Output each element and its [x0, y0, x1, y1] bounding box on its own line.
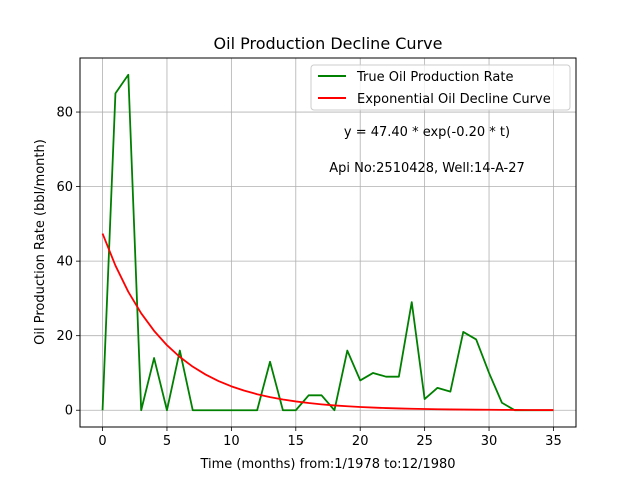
plot-frame: [79, 57, 577, 428]
y-axis-label: Oil Production Rate (bbl/month): [33, 139, 48, 345]
legend-label-exponential-curve: Exponential Oil Decline Curve: [357, 92, 551, 107]
x-tick-label: 20: [352, 434, 369, 449]
y-tick-label: 60: [56, 180, 73, 195]
true-rate-line: [101, 73, 554, 412]
plot-area: [80, 58, 576, 427]
exponential-curve-line: [101, 233, 554, 411]
ticks: 0 5 10 15 20 25 30 35 0 20 40 60 80: [56, 106, 561, 449]
grid: [80, 58, 576, 427]
legend: True Oil Production Rate Exponential Oil…: [310, 64, 571, 111]
x-tick-label: 10: [223, 434, 240, 449]
y-tick-label: 40: [56, 255, 73, 270]
well-annotation: Api No:2510428, Well:14-A-27: [329, 161, 525, 176]
y-tick-label: 0: [65, 404, 73, 419]
y-tick-label: 80: [56, 106, 73, 121]
legend-label-true-rate: True Oil Production Rate: [356, 70, 513, 85]
x-axis-label: Time (months) from:1/1978 to:12/1980: [199, 457, 455, 472]
x-tick-label: 0: [98, 434, 106, 449]
x-tick-label: 15: [288, 434, 305, 449]
x-tick-label: 35: [545, 434, 562, 449]
y-tick-label: 20: [56, 329, 73, 344]
x-tick-label: 30: [481, 434, 498, 449]
series-group: [101, 73, 554, 412]
legend-box: [310, 64, 571, 111]
x-tick-label: 5: [163, 434, 171, 449]
equation-annotation: y = 47.40 * exp(-0.20 * t): [344, 125, 510, 140]
chart-title: Oil Production Decline Curve: [214, 34, 443, 53]
x-tick-label: 25: [416, 434, 433, 449]
